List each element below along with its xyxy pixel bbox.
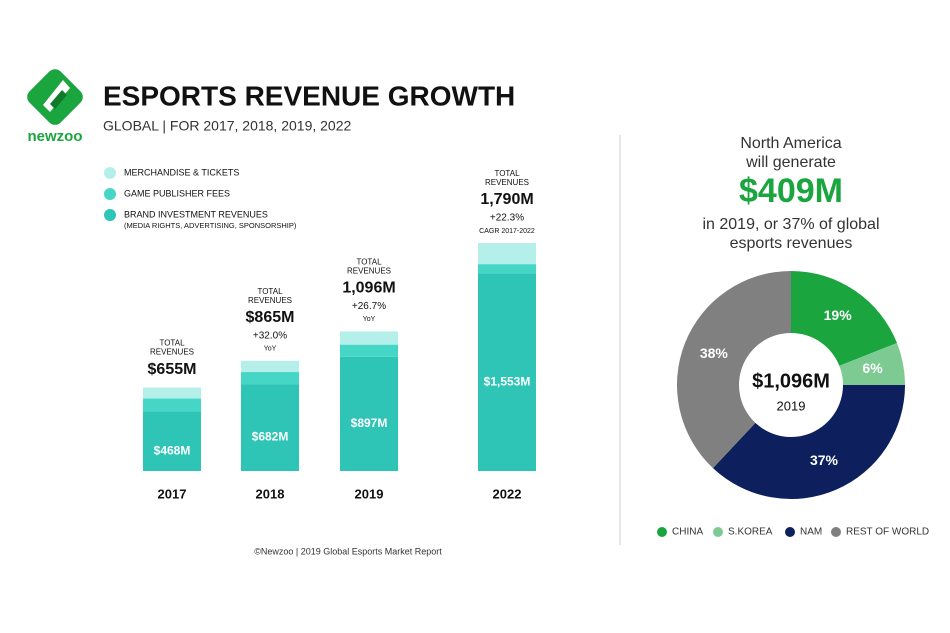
pie-slice — [712, 385, 905, 500]
legend-swatch — [785, 527, 795, 537]
total-caption: REVENUES — [248, 296, 292, 305]
slice-label: 6% — [862, 360, 883, 376]
legend-swatch — [104, 209, 116, 221]
footer: ©Newzoo | 2019 Global Esports Market Rep… — [254, 546, 442, 556]
total-caption: TOTAL — [257, 287, 283, 296]
legend-label: GAME PUBLISHER FEES — [124, 188, 230, 198]
legend-description: (MEDIA RIGHTS, ADVERTISING, SPONSORSHIP) — [124, 221, 297, 230]
bar-segment — [143, 398, 201, 412]
center-sublabel: 2019 — [777, 398, 806, 413]
callout-line: in 2019, or 37% of global — [702, 216, 879, 233]
growth-label: +26.7% — [352, 301, 386, 312]
total-caption: TOTAL — [159, 339, 185, 348]
slice-label: 37% — [810, 452, 839, 468]
logo-icon — [27, 69, 83, 125]
growth-note: YoY — [363, 316, 376, 323]
pie-slice — [791, 271, 897, 366]
legend-swatch — [104, 167, 116, 179]
total-caption: TOTAL — [356, 258, 382, 267]
slice-label: 38% — [700, 345, 729, 361]
bar-segment — [340, 331, 398, 345]
slice-label: 19% — [824, 307, 853, 323]
bar-value-label: $682M — [252, 430, 289, 444]
x-tick-label: 2017 — [158, 486, 187, 501]
pie-slice — [677, 271, 791, 469]
total-label: 1,790M — [480, 191, 533, 208]
legend-label: CHINA — [672, 527, 703, 538]
total-caption: REVENUES — [150, 348, 194, 357]
total-caption: REVENUES — [485, 178, 529, 187]
legend-swatch — [104, 188, 116, 200]
bar-segment — [241, 360, 299, 373]
x-tick-label: 2019 — [355, 486, 384, 501]
legend-swatch — [657, 527, 667, 537]
bar-segment — [340, 344, 398, 357]
total-label: $655M — [148, 361, 197, 378]
subtitle: GLOBAL | FOR 2017, 2018, 2019, 2022 — [103, 118, 351, 134]
legend-label: NAM — [800, 527, 822, 538]
total-label: $865M — [246, 309, 295, 326]
bar-segment — [478, 264, 536, 274]
callout-line: North America — [740, 135, 841, 152]
callout-line: will generate — [745, 154, 836, 171]
x-tick-label: 2018 — [256, 486, 285, 501]
growth-label: +32.0% — [253, 330, 287, 341]
bar-segment — [340, 356, 398, 471]
total-caption: REVENUES — [347, 267, 391, 276]
bar-value-label: $1,553M — [484, 374, 531, 388]
pie-slice — [839, 343, 905, 385]
logo-text: newzoo — [28, 128, 83, 145]
legend-label: REST OF WORLD — [846, 527, 929, 538]
bar-segment — [241, 372, 299, 385]
total-label: 1,096M — [342, 280, 395, 297]
bar-segment — [241, 384, 299, 471]
x-tick-label: 2022 — [493, 486, 522, 501]
title: ESPORTS REVENUE GROWTH — [103, 80, 515, 111]
legend-label: S.KOREA — [728, 527, 773, 538]
legend-swatch — [831, 527, 841, 537]
bar-value-label: $897M — [351, 416, 388, 430]
bar-segment — [478, 273, 536, 471]
callout-highlight: $409M — [739, 172, 843, 210]
growth-note: YoY — [264, 346, 277, 353]
legend-label: BRAND INVESTMENT REVENUES — [124, 209, 268, 219]
bar-segment — [143, 387, 201, 399]
callout-line: esports revenues — [730, 235, 853, 252]
legend-label: MERCHANDISE & TICKETS — [124, 167, 239, 177]
growth-note: CAGR 2017-2022 — [479, 228, 535, 235]
legend-swatch — [713, 527, 723, 537]
bar-value-label: $468M — [154, 443, 191, 457]
center-label: $1,096M — [752, 370, 830, 392]
bar-segment — [143, 411, 201, 471]
total-caption: TOTAL — [494, 169, 520, 178]
bar-segment — [478, 243, 536, 265]
growth-label: +22.3% — [490, 213, 524, 224]
